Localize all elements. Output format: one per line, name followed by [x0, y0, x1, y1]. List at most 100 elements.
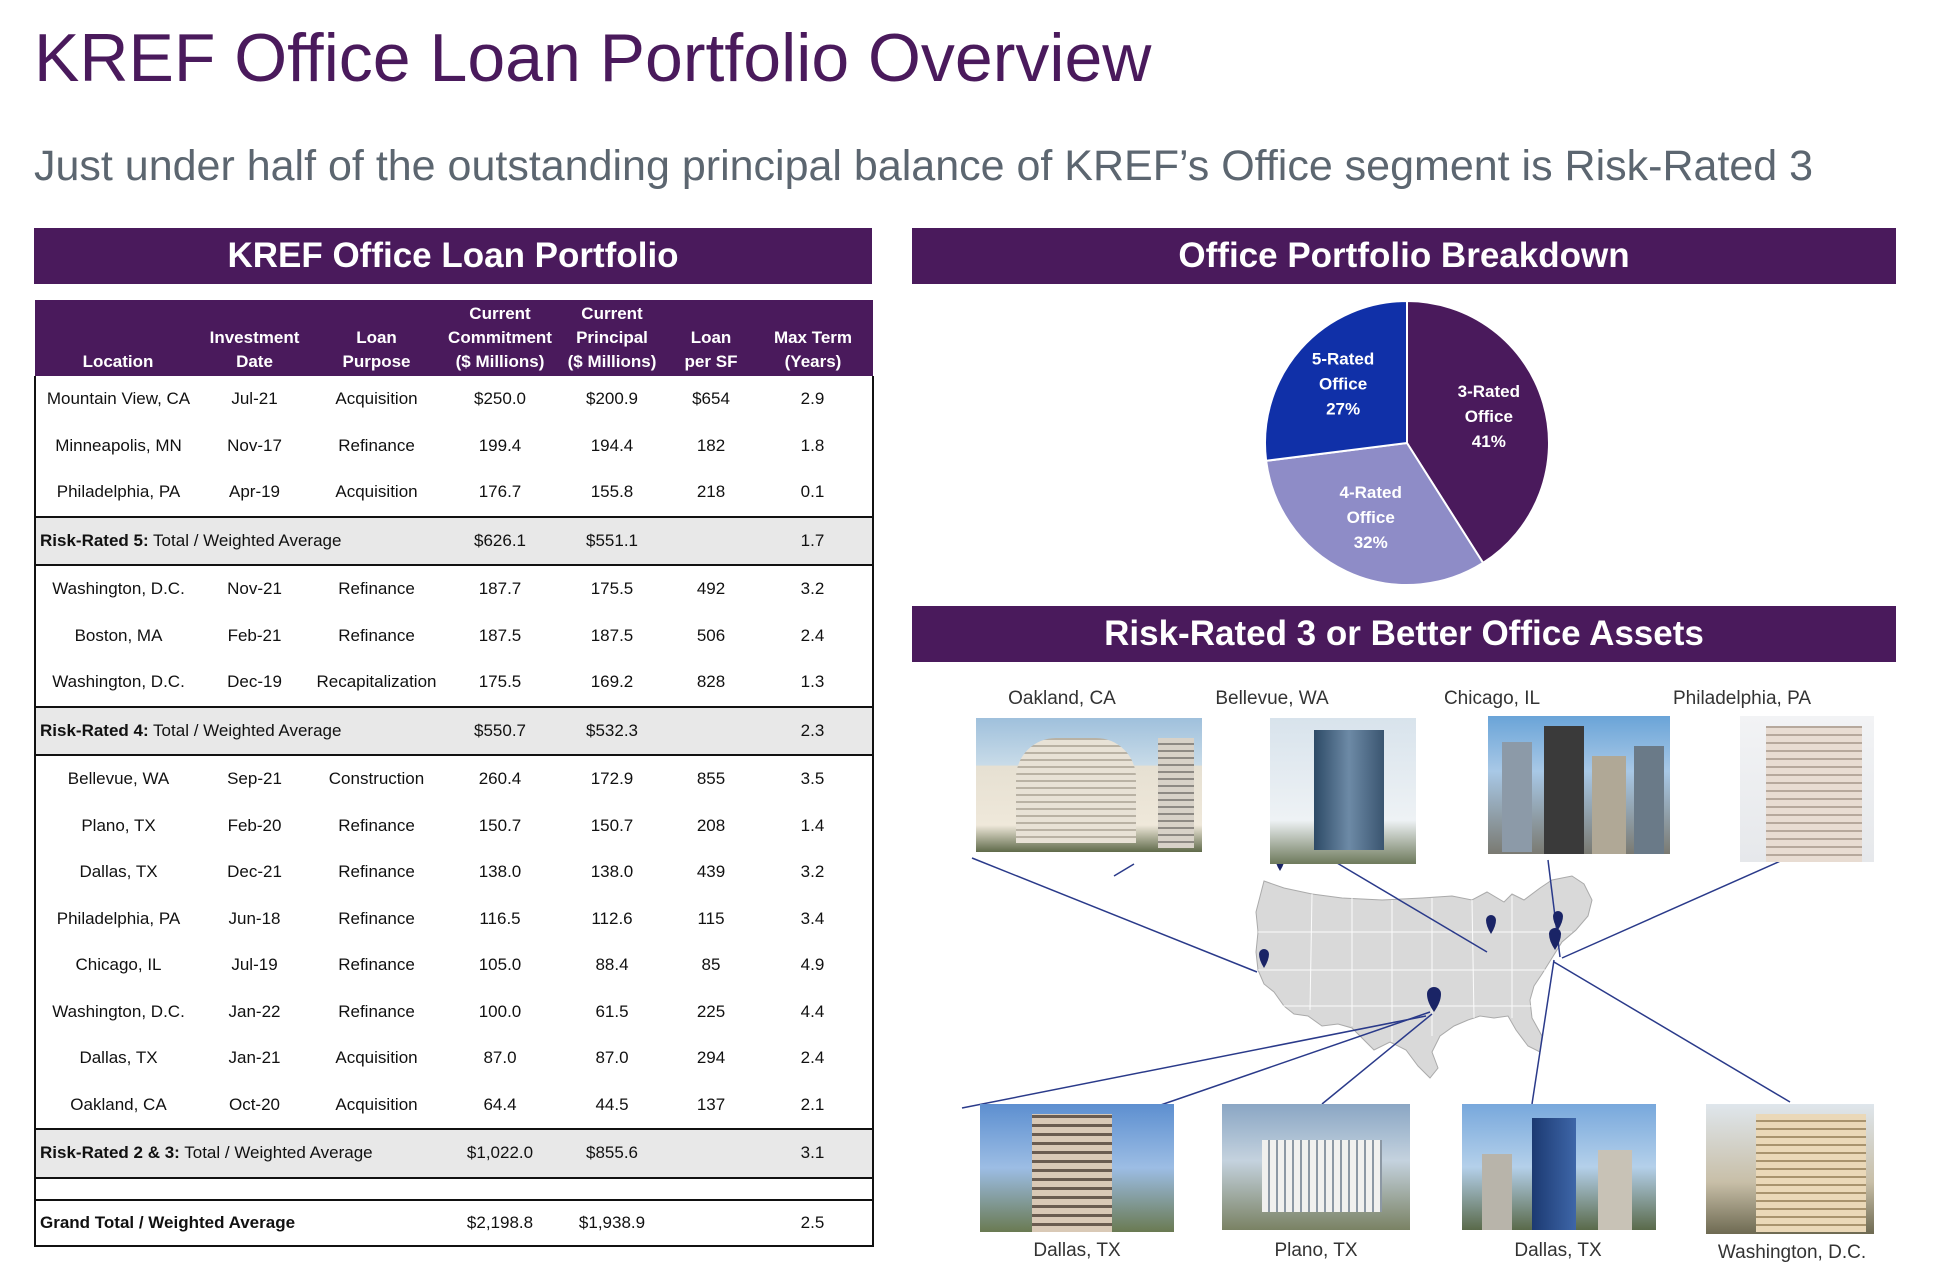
loan-purpose-cell: Refinance — [338, 625, 415, 645]
building-image-philadelphia — [1740, 716, 1874, 862]
commitment-cell: 199.4 — [478, 435, 522, 455]
portfolio-pie-chart: 3-Rated Office 41% 4-Rated Office 32% 5-Rated O… — [1264, 299, 1550, 586]
commitment-cell: 176.7 — [478, 482, 522, 502]
loan-purpose-cell: Refinance — [338, 579, 415, 599]
commitment-cell: $250.0 — [474, 389, 526, 409]
table-spacer — [35, 1177, 873, 1200]
principal-cell: 88.4 — [595, 955, 629, 975]
max-term-cell: 3.2 — [800, 579, 825, 599]
table-row: Plano, TX Feb-20 Refinance 150.7 150.7 208 1.4 — [35, 803, 873, 850]
max-term-cell: 2.4 — [800, 625, 825, 645]
subtotal-row: Risk-Rated 5: Total / Weighted Average $6… — [34, 515, 874, 566]
subtotal-principal: $855.6 — [555, 1128, 669, 1179]
principal-cell: 175.5 — [590, 579, 634, 599]
building-image-dallas-2 — [1462, 1104, 1656, 1230]
principal-cell: 112.6 — [591, 908, 633, 928]
investment-date-cell: Jul-19 — [231, 955, 278, 975]
table-row: Philadelphia, PA Apr-19 Acquisition 176.7 15… — [35, 469, 873, 517]
loan-purpose-cell: Acquisition — [335, 1048, 418, 1068]
loan-per-sf-cell: 855 — [696, 769, 726, 789]
subtotal-loan-per-sf — [669, 705, 753, 756]
city-label-top: Bellevue, WA — [1215, 688, 1329, 709]
investment-date-cell: Dec-21 — [227, 862, 282, 882]
subtotal-loan-per-sf — [669, 515, 753, 566]
max-term-cell: 3.4 — [800, 908, 825, 928]
grand-total-row: Grand Total / Weighted Average $2,198.8 $1… — [34, 1198, 874, 1247]
max-term-cell: 2.9 — [800, 389, 825, 409]
location-cell: Philadelphia, PA — [56, 482, 181, 502]
loan-per-sf-cell: 439 — [696, 862, 726, 882]
grand-total-principal: $1,938.9 — [555, 1198, 669, 1247]
building-image-plano — [1222, 1104, 1410, 1230]
principal-cell: 194.4 — [590, 435, 634, 455]
city-label-top: Chicago, IL — [1443, 688, 1541, 709]
grand-total-loan-per-sf — [669, 1198, 753, 1247]
loan-portfolio-table: Location Investment Date Loan Purpose Curr… — [34, 300, 874, 1247]
loan-purpose-cell: Refinance — [338, 862, 415, 882]
table-row: Chicago, IL Jul-19 Refinance 105.0 88.4 85 4.9 — [35, 942, 873, 989]
pie-slice — [1264, 299, 1408, 462]
us-map — [961, 846, 1813, 1109]
loan-per-sf-cell: 218 — [696, 482, 726, 502]
investment-date-cell: Jun-18 — [228, 908, 281, 928]
pie-label-line: Office — [1319, 375, 1367, 394]
map-pin-philadelphia — [1553, 911, 1563, 930]
building-image-dallas-1 — [980, 1104, 1174, 1232]
commitment-cell: 187.5 — [478, 625, 522, 645]
loan-per-sf-cell: 225 — [696, 1001, 726, 1021]
loan-purpose-cell: Refinance — [338, 1001, 415, 1021]
grand-total-commitment: $2,198.8 — [445, 1198, 555, 1247]
col-loan-per-sf: Loan per SF — [669, 300, 753, 376]
max-term-cell: 3.2 — [800, 862, 825, 882]
investment-date-cell: Feb-21 — [227, 625, 282, 645]
table-row: Washington, D.C. Jan-22 Refinance 100.0 61.5… — [35, 989, 873, 1036]
table-banner: KREF Office Loan Portfolio — [34, 228, 872, 284]
principal-cell: 169.2 — [590, 672, 634, 692]
subtotal-label: Risk-Rated 5: Total / Weighted Average — [34, 515, 445, 566]
col-commitment: Current Commitment ($ Millions) — [445, 300, 555, 376]
principal-cell: 187.5 — [590, 625, 634, 645]
table-row: Boston, MA Feb-21 Refinance 187.5 187.5 506 2.… — [35, 613, 873, 660]
loan-purpose-cell: Acquisition — [335, 389, 418, 409]
table-row: Mountain View, CA Jul-21 Acquisition $250.0… — [35, 376, 873, 423]
location-cell: Chicago, IL — [75, 955, 162, 975]
subtotal-rating: Risk-Rated 5: — [40, 530, 149, 550]
grand-total-label: Grand Total / Weighted Average — [34, 1198, 445, 1247]
commitment-cell: 116.5 — [479, 908, 521, 928]
subtotal-max-term: 3.1 — [753, 1128, 874, 1179]
spacer-cell — [35, 1177, 873, 1200]
loan-per-sf-cell: 506 — [696, 625, 726, 645]
assets-banner: Risk-Rated 3 or Better Office Assets — [912, 606, 1896, 662]
map-pin-chicago — [1486, 915, 1496, 934]
col-location: Location — [35, 300, 201, 376]
commitment-cell: 150.7 — [478, 815, 522, 835]
loan-purpose-cell: Recapitalization — [316, 672, 437, 692]
building-image-washington — [1706, 1104, 1874, 1234]
commitment-cell: 138.0 — [478, 862, 522, 882]
pie-slice-label: 4-Rated Office 32% — [1340, 483, 1402, 552]
building-image-oakland — [976, 718, 1202, 852]
loan-per-sf-cell: 828 — [696, 672, 726, 692]
principal-cell: 150.7 — [590, 815, 634, 835]
location-cell: Washington, D.C. — [52, 672, 185, 692]
subtotal-principal: $551.1 — [555, 515, 669, 566]
building-image-bellevue — [1270, 718, 1416, 864]
subtotal-label: Risk-Rated 2 & 3: Total / Weighted Avera… — [34, 1128, 445, 1179]
location-cell: Washington, D.C. — [52, 579, 185, 599]
table-row: Philadelphia, PA Jun-18 Refinance 116.5 112.… — [35, 896, 873, 943]
subtotal-loan-per-sf — [669, 1128, 753, 1179]
pie-slice-label: 3-Rated Office 41% — [1458, 382, 1520, 451]
investment-date-cell: Nov-21 — [227, 579, 282, 599]
loan-per-sf-cell: $654 — [692, 389, 730, 409]
grand-total-max-term: 2.5 — [753, 1198, 874, 1247]
max-term-cell: 0.1 — [800, 482, 825, 502]
loan-per-sf-cell: 115 — [697, 908, 725, 928]
max-term-cell: 4.9 — [800, 955, 825, 975]
location-cell: Dallas, TX — [79, 862, 158, 882]
loan-per-sf-cell: 294 — [696, 1048, 726, 1068]
location-cell: Plano, TX — [81, 815, 156, 835]
pie-label-line: Office — [1465, 407, 1513, 426]
subtotal-desc: Total / Weighted Average — [179, 1143, 373, 1163]
subtotal-max-term: 1.7 — [753, 515, 874, 566]
subtotal-row: Risk-Rated 4: Total / Weighted Average $5… — [34, 705, 874, 756]
